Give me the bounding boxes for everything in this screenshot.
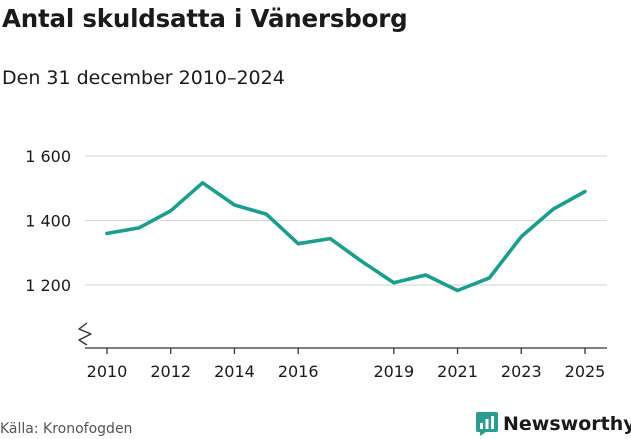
y-tick-label: 1 200 xyxy=(25,276,71,295)
chart-title: Antal skuldsatta i Vänersborg xyxy=(2,4,408,33)
axis-break-icon xyxy=(78,322,92,346)
y-tick-label: 1 400 xyxy=(25,212,71,231)
brand-logo: Newsworthy xyxy=(476,409,631,439)
x-tick-label: 2010 xyxy=(87,362,128,381)
x-tick-label: 2014 xyxy=(214,362,255,381)
x-tick-label: 2023 xyxy=(501,362,542,381)
brand-name: Newsworthy xyxy=(503,413,631,435)
x-tick-label: 2012 xyxy=(150,362,191,381)
x-tick-label: 2019 xyxy=(373,362,414,381)
y-tick-label: 1 600 xyxy=(25,147,71,166)
series-line xyxy=(105,181,587,293)
x-tick-label: 2016 xyxy=(278,362,319,381)
newsworthy-logo-icon xyxy=(476,412,498,436)
line-chart: 1 200 1 400 1 600 2010 2012 2014 2016 2019 2021 2… xyxy=(25,147,607,381)
source-note: Källa: Kronofogden xyxy=(0,421,133,437)
chart-subtitle: Den 31 december 2010–2024 xyxy=(2,67,285,89)
x-tick-label: 2021 xyxy=(437,362,478,381)
x-tick-label: 2025 xyxy=(565,362,606,381)
